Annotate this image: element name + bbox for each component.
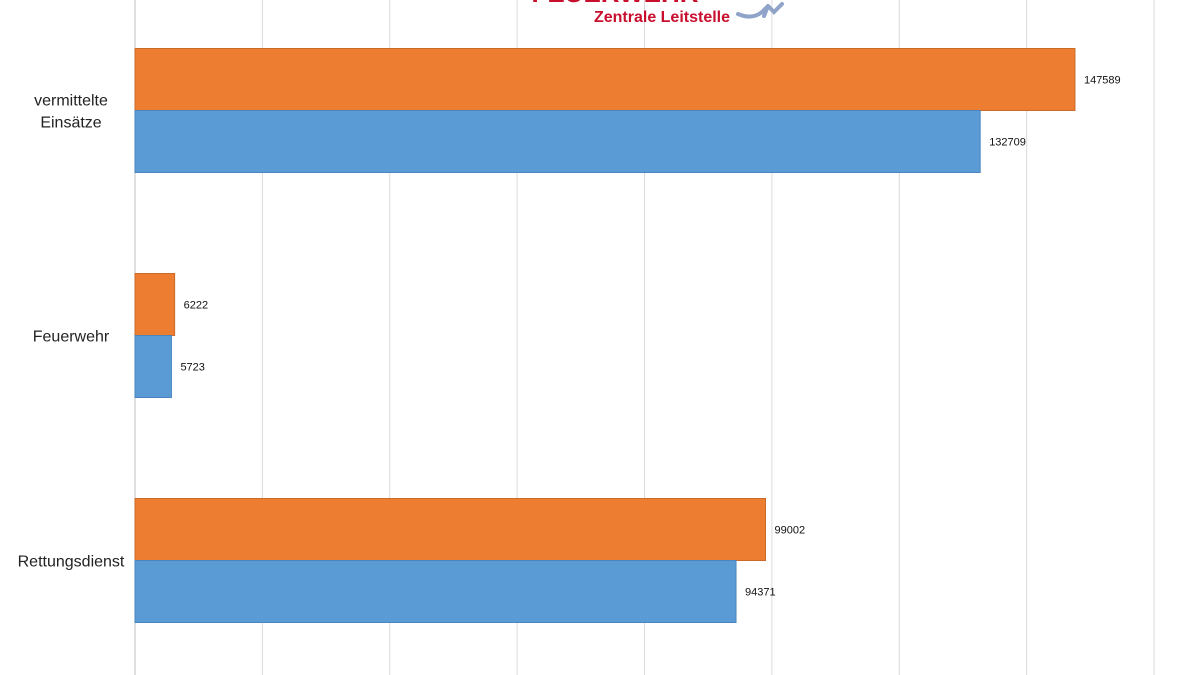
bar (134, 48, 1076, 111)
logo-title: FEUERWEHR (531, 0, 698, 8)
bar (134, 498, 767, 561)
bars (134, 48, 1076, 623)
data-label: 147589 (1084, 75, 1121, 87)
data-label: 5723 (180, 362, 204, 374)
logo-subtitle: Zentrale Leitstelle (594, 9, 730, 26)
category-label: Feuerwehr (33, 329, 110, 346)
value-labels: 147589 132709 6222 5723 99002 94371 (180, 75, 1120, 599)
category-labels: vermittelte Einsätze Feuerwehr Rettungsdien… (18, 93, 125, 571)
bar (134, 335, 172, 398)
bar (134, 273, 176, 336)
hose-icon (736, 2, 784, 19)
category-label: Rettungsdienst (18, 554, 125, 571)
category-label: vermittelte Einsätze (34, 93, 108, 132)
data-label: 99002 (775, 525, 806, 537)
data-label: 94371 (745, 587, 776, 599)
bar (134, 110, 981, 173)
bar (134, 560, 737, 623)
data-label: 132709 (989, 137, 1026, 149)
data-label: 6222 (184, 300, 208, 312)
logo: FEUERWEHR Zentrale Leitstelle (531, 0, 784, 26)
